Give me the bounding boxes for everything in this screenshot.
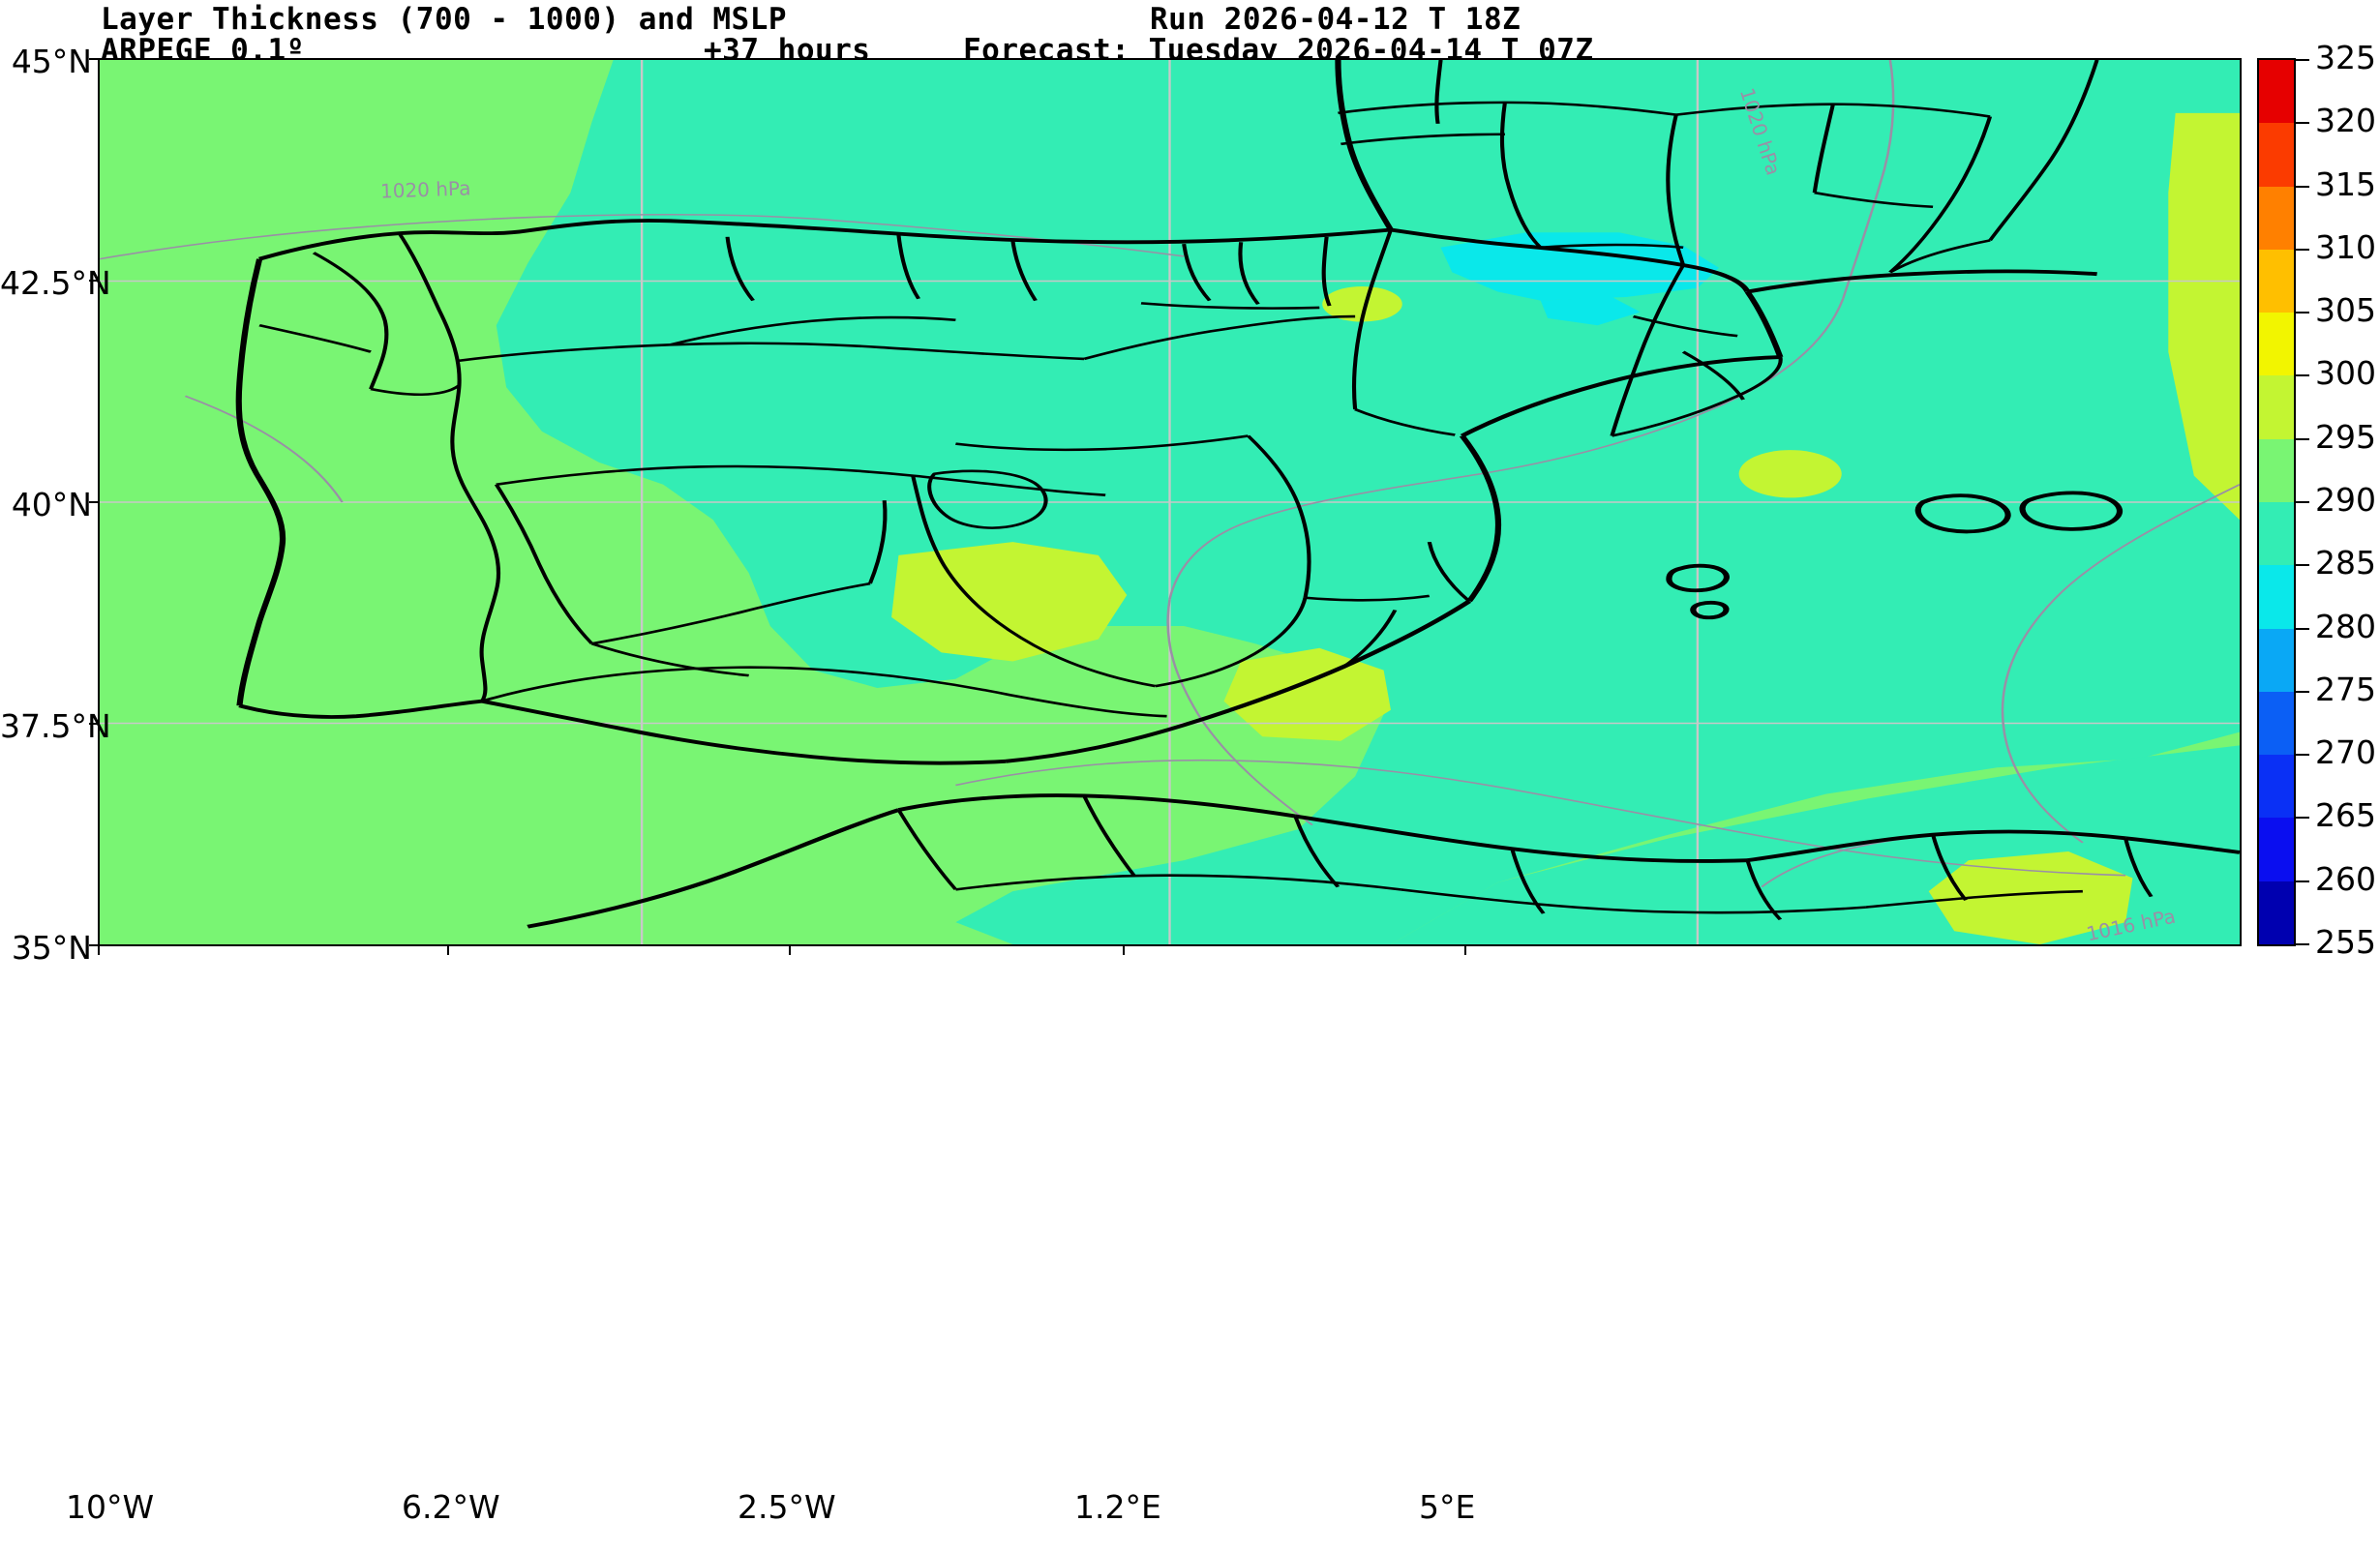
colorbar-band-295-300	[2259, 375, 2294, 439]
colorbar-band-270-275	[2259, 691, 2294, 756]
colorbar-tick-label-275: 275	[2315, 670, 2376, 708]
x-tick-mark-5e	[1464, 946, 1466, 955]
colorbar-tick-label-290: 290	[2315, 481, 2376, 519]
x-tick-label-10w: 10°W	[66, 1488, 155, 1526]
colorbar-band-300-305	[2259, 313, 2294, 376]
colorbar-band-285-290	[2259, 501, 2294, 566]
y-tick-mark-45n	[89, 58, 98, 60]
colorbar-tick-label-315: 315	[2315, 164, 2376, 203]
map-canvas	[100, 60, 2240, 944]
shade-band-297-ebro	[1322, 285, 1402, 322]
colorbar-tick-label-325: 325	[2315, 39, 2376, 76]
shade-band-297-balearic	[1738, 450, 1842, 498]
colorbar-tick-320	[2296, 122, 2309, 125]
x-tick-label-25w: 2.5°W	[738, 1488, 836, 1526]
shade-band-297-se	[1223, 647, 1391, 741]
colorbar-band-280-285	[2259, 565, 2294, 629]
colorbar-band-290-295	[2259, 438, 2294, 502]
colorbar-tick-label-255: 255	[2315, 923, 2376, 961]
x-tick-label-5e: 5°E	[1419, 1488, 1476, 1526]
colorbar-tick-300	[2296, 374, 2309, 377]
colorbar-tick-label-300: 300	[2315, 354, 2376, 393]
y-tick-label-425n: 42.5°N	[0, 264, 111, 302]
x-tick-mark-12e	[1123, 946, 1125, 955]
colorbar-tick-275	[2296, 690, 2309, 693]
colorbar-band-275-280	[2259, 628, 2294, 692]
colorbar-tick-255	[2296, 943, 2309, 945]
shade-band-283-pyrenees	[1440, 232, 1719, 301]
x-tick-mark-62w	[447, 946, 449, 955]
colorbar-tick-295	[2296, 437, 2309, 440]
y-tick-label-375n: 37.5°N	[0, 707, 111, 745]
y-tick-label-40n: 40°N	[11, 486, 92, 523]
colorbar-band-310-315	[2259, 186, 2294, 250]
x-tick-label-62w: 6.2°W	[402, 1488, 500, 1526]
map-plot-area[interactable]: 1020 hPa 1020 hPa 1016 hPa	[98, 58, 2242, 946]
colorbar[interactable]	[2257, 58, 2296, 946]
colorbar-tick-260	[2296, 880, 2309, 882]
colorbar-tick-290	[2296, 501, 2309, 503]
colorbar-tick-305	[2296, 312, 2309, 314]
run-time-label: Run 2026-04-12 T 18Z	[1150, 2, 1521, 37]
colorbar-tick-280	[2296, 627, 2309, 630]
colorbar-tick-label-270: 270	[2315, 733, 2376, 772]
colorbar-tick-label-280: 280	[2315, 607, 2376, 645]
colorbar-band-260-265	[2259, 818, 2294, 881]
isobar-label-1020-west: 1020 hPa	[379, 176, 471, 204]
shade-band-297-morocco	[1928, 851, 2133, 944]
colorbar-band-265-270	[2259, 755, 2294, 819]
colorbar-band-320-325	[2259, 60, 2294, 124]
colorbar-tick-label-305: 305	[2315, 291, 2376, 330]
x-tick-label-12e: 1.2°E	[1074, 1488, 1161, 1526]
colorbar-tick-265	[2296, 817, 2309, 820]
shade-band-297-ne	[2168, 112, 2240, 521]
colorbar-tick-315	[2296, 185, 2309, 188]
x-tick-mark-10w	[98, 946, 100, 955]
y-tick-mark-425n	[89, 280, 98, 282]
colorbar-band-255-260	[2259, 880, 2294, 944]
colorbar-band-305-310	[2259, 249, 2294, 313]
colorbar-tick-label-260: 260	[2315, 859, 2376, 898]
colorbar-tick-285	[2296, 564, 2309, 567]
colorbar-tick-270	[2296, 754, 2309, 757]
y-tick-label-45n: 45°N	[11, 43, 92, 80]
colorbar-tick-label-285: 285	[2315, 544, 2376, 582]
y-tick-mark-375n	[89, 723, 98, 725]
colorbar-tick-label-265: 265	[2315, 796, 2376, 835]
x-tick-mark-25w	[789, 946, 791, 955]
colorbar-tick-325	[2296, 59, 2309, 61]
shade-band-283-pyrenees-b	[1540, 296, 1641, 326]
admin-borders	[258, 60, 2154, 921]
page-title: Layer Thickness (700 - 1000) and MSLP	[101, 2, 788, 37]
y-tick-mark-40n	[89, 501, 98, 503]
y-tick-label-35n: 35°N	[11, 929, 92, 967]
mslp-isobars	[100, 60, 2240, 888]
colorbar-band-315-320	[2259, 123, 2294, 187]
graticule	[100, 60, 2240, 944]
y-tick-mark-35n	[89, 944, 98, 946]
colorbar-tick-label-320: 320	[2315, 102, 2376, 140]
colorbar-tick-label-295: 295	[2315, 417, 2376, 456]
colorbar-tick-label-310: 310	[2315, 227, 2376, 266]
colorbar-tick-310	[2296, 248, 2309, 251]
